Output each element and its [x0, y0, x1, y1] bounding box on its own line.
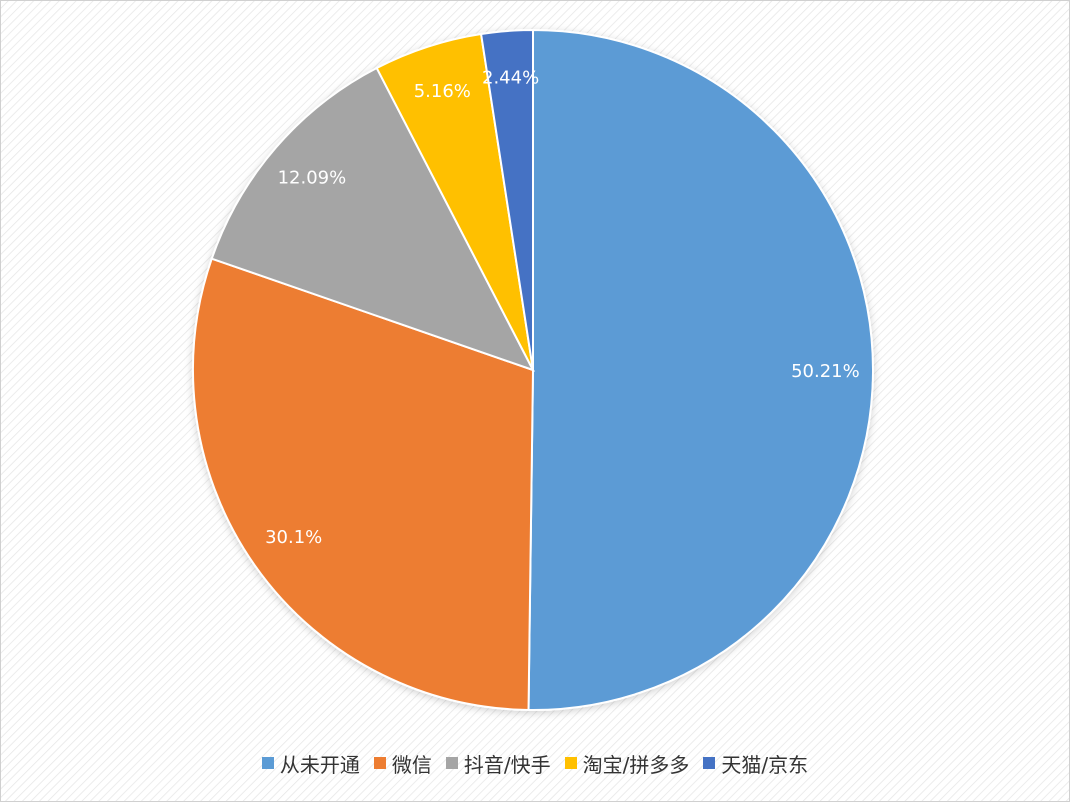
value-label: 2.44%: [482, 67, 539, 88]
legend-item: 微信: [373, 749, 432, 778]
legend-marker: [703, 757, 716, 769]
legend-item: 淘宝/拼多多: [564, 749, 690, 778]
legend-marker: [373, 757, 386, 769]
legend-label: 天猫/京东: [721, 752, 809, 777]
legend-marker: [261, 757, 274, 769]
pie-slice: [210, 66, 536, 372]
pie: [192, 28, 875, 711]
legend-label: 抖音/快手: [463, 752, 551, 777]
legend-item: 天猫/京东: [703, 749, 808, 778]
value-label: 30.1%: [265, 527, 322, 548]
legend-marker: [445, 757, 458, 769]
legend-item: 抖音/快手: [445, 749, 551, 778]
value-label: 50.21%: [791, 361, 860, 382]
legend-item: 从未开通: [261, 749, 360, 778]
legend-marker: [564, 757, 577, 769]
value-label: 12.09%: [278, 168, 347, 189]
value-label: 5.16%: [414, 81, 471, 102]
legend: 从未开通 微信 抖音/快手 淘宝/拼多多 天猫/京东: [0, 748, 1070, 778]
pie-slice: [192, 257, 535, 711]
pie-slice: [479, 28, 534, 371]
legend-label: 淘宝/拼多多: [582, 752, 690, 777]
legend-label: 微信: [391, 752, 432, 777]
pie-slice: [527, 28, 875, 711]
value-labels: 50.21% 30.1% 12.09% 5.16% 2.44%: [265, 67, 860, 548]
legend-label: 从未开通: [279, 752, 360, 777]
